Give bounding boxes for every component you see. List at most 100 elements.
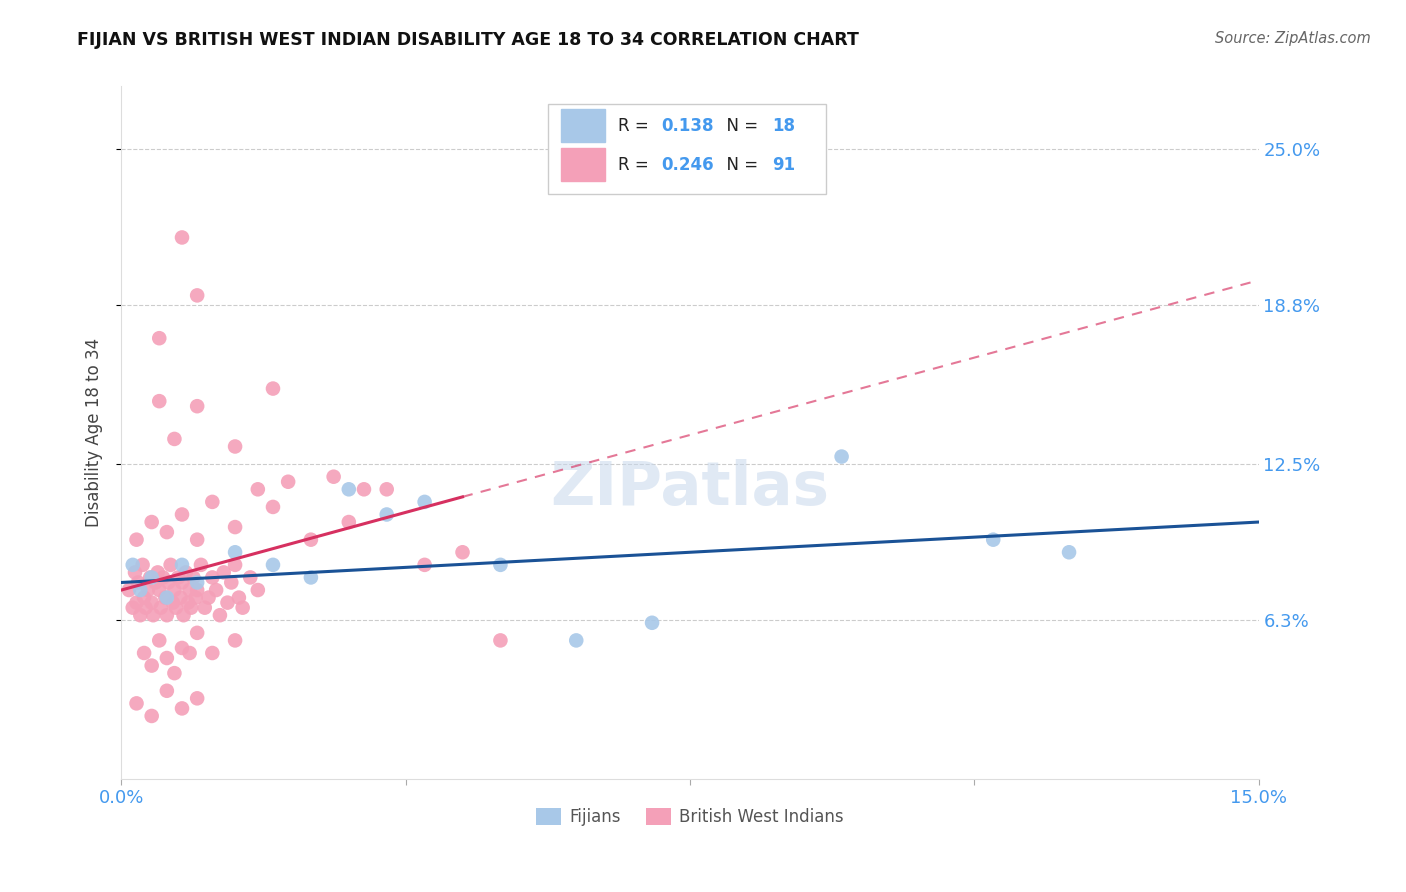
- Point: [118, 582, 141, 597]
- Point: [174, 566, 197, 580]
- Point: [167, 570, 190, 584]
- Point: [141, 570, 163, 584]
- Point: [152, 570, 174, 584]
- Point: [159, 558, 181, 572]
- Point: [565, 633, 588, 648]
- Point: [173, 608, 195, 623]
- Point: [146, 566, 169, 580]
- Point: [121, 600, 143, 615]
- Point: [141, 658, 163, 673]
- Point: [201, 495, 224, 509]
- Point: [183, 570, 205, 584]
- Point: [179, 582, 201, 597]
- Point: [156, 591, 179, 605]
- Point: [141, 596, 163, 610]
- Text: FIJIAN VS BRITISH WEST INDIAN DISABILITY AGE 18 TO 34 CORRELATION CHART: FIJIAN VS BRITISH WEST INDIAN DISABILITY…: [77, 31, 859, 49]
- Text: R =: R =: [619, 117, 654, 135]
- Point: [197, 591, 219, 605]
- Point: [489, 633, 512, 648]
- Point: [129, 582, 152, 597]
- Point: [232, 600, 254, 615]
- Point: [121, 558, 143, 572]
- Point: [163, 666, 186, 681]
- Point: [163, 582, 186, 597]
- Legend: Fijians, British West Indians: Fijians, British West Indians: [530, 801, 851, 833]
- Point: [186, 691, 208, 706]
- Point: [165, 600, 187, 615]
- Point: [353, 483, 375, 497]
- Point: [194, 600, 217, 615]
- Point: [186, 582, 208, 597]
- Point: [135, 600, 157, 615]
- Point: [125, 697, 148, 711]
- FancyBboxPatch shape: [561, 109, 605, 143]
- Point: [163, 432, 186, 446]
- Point: [186, 625, 208, 640]
- Point: [131, 558, 153, 572]
- Point: [190, 558, 212, 572]
- Text: 18: 18: [772, 117, 794, 135]
- Point: [148, 331, 170, 345]
- Point: [170, 575, 193, 590]
- Point: [129, 608, 152, 623]
- Point: [125, 533, 148, 547]
- Point: [170, 640, 193, 655]
- Point: [125, 596, 148, 610]
- Point: [981, 533, 1004, 547]
- Point: [186, 288, 208, 302]
- Point: [641, 615, 664, 630]
- Point: [136, 582, 159, 597]
- Point: [224, 440, 246, 454]
- Text: Source: ZipAtlas.com: Source: ZipAtlas.com: [1215, 31, 1371, 46]
- Point: [177, 596, 200, 610]
- Point: [148, 582, 170, 597]
- Point: [127, 575, 149, 590]
- Point: [246, 582, 269, 597]
- Text: N =: N =: [716, 155, 763, 174]
- Point: [208, 608, 231, 623]
- Point: [156, 651, 179, 665]
- Text: R =: R =: [619, 155, 654, 174]
- Point: [124, 566, 146, 580]
- Point: [262, 500, 284, 514]
- Y-axis label: Disability Age 18 to 34: Disability Age 18 to 34: [86, 338, 103, 527]
- Point: [322, 469, 344, 483]
- Point: [277, 475, 299, 489]
- Point: [142, 608, 165, 623]
- Point: [186, 533, 208, 547]
- Text: N =: N =: [716, 117, 763, 135]
- Point: [201, 646, 224, 660]
- Point: [1057, 545, 1080, 559]
- FancyBboxPatch shape: [548, 103, 827, 194]
- Point: [451, 545, 474, 559]
- Point: [205, 582, 228, 597]
- Point: [179, 646, 201, 660]
- Point: [156, 525, 179, 540]
- FancyBboxPatch shape: [561, 148, 605, 181]
- Point: [299, 570, 322, 584]
- Point: [337, 483, 360, 497]
- Point: [132, 646, 155, 660]
- Point: [184, 591, 207, 605]
- Point: [156, 608, 179, 623]
- Text: ZIPatlas: ZIPatlas: [551, 458, 830, 517]
- Point: [413, 495, 436, 509]
- Text: 91: 91: [772, 155, 794, 174]
- Point: [246, 483, 269, 497]
- Point: [299, 533, 322, 547]
- Point: [186, 575, 208, 590]
- Point: [157, 575, 180, 590]
- Point: [217, 596, 239, 610]
- Point: [375, 508, 398, 522]
- Point: [170, 230, 193, 244]
- Point: [201, 570, 224, 584]
- Point: [224, 545, 246, 559]
- Point: [132, 591, 155, 605]
- Point: [170, 701, 193, 715]
- Point: [170, 508, 193, 522]
- Point: [145, 575, 167, 590]
- Point: [148, 633, 170, 648]
- Point: [337, 515, 360, 529]
- Point: [239, 570, 262, 584]
- Point: [155, 591, 177, 605]
